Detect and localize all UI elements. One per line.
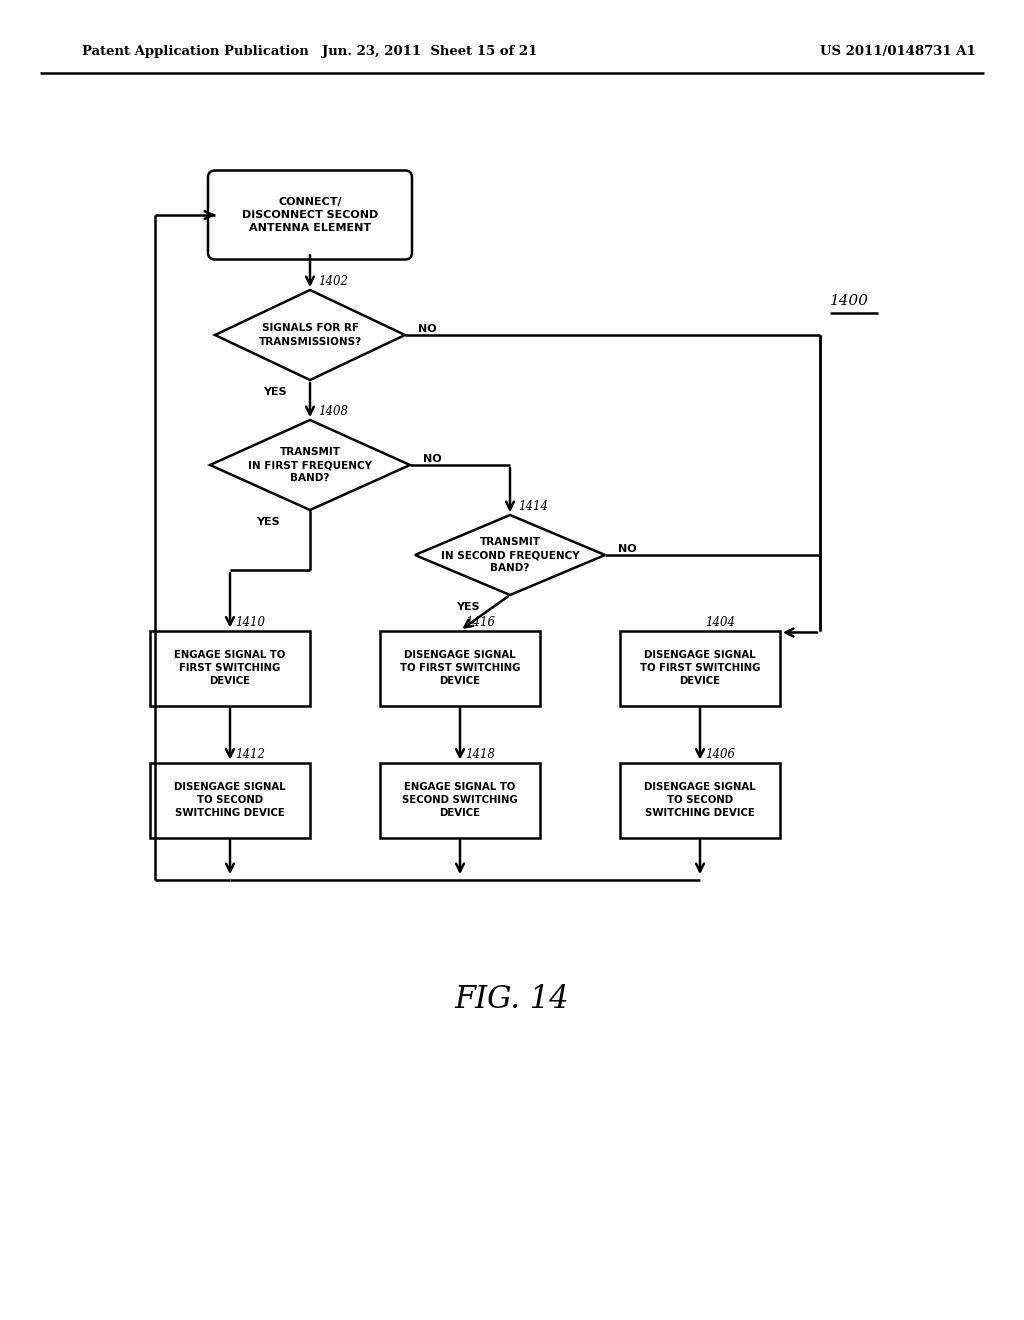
Bar	[150, 631, 310, 705]
Text: DISENGAGE SIGNAL
TO SECOND
SWITCHING DEVICE: DISENGAGE SIGNAL TO SECOND SWITCHING DEV…	[644, 781, 756, 818]
Text: TRANSMIT
IN SECOND FREQUENCY
BAND?: TRANSMIT IN SECOND FREQUENCY BAND?	[440, 537, 580, 573]
Text: US 2011/0148731 A1: US 2011/0148731 A1	[820, 45, 976, 58]
Text: 1408: 1408	[318, 405, 348, 418]
Text: 1410: 1410	[234, 615, 265, 628]
Polygon shape	[210, 420, 410, 510]
Text: 1414: 1414	[518, 500, 548, 513]
Text: Jun. 23, 2011  Sheet 15 of 21: Jun. 23, 2011 Sheet 15 of 21	[323, 45, 538, 58]
Text: SIGNALS FOR RF
TRANSMISSIONS?: SIGNALS FOR RF TRANSMISSIONS?	[258, 323, 361, 347]
Text: 1404: 1404	[705, 615, 735, 628]
Text: 1412: 1412	[234, 747, 265, 760]
Text: YES: YES	[263, 387, 287, 397]
Text: CONNECT/
DISCONNECT SECOND
ANTENNA ELEMENT: CONNECT/ DISCONNECT SECOND ANTENNA ELEME…	[242, 197, 378, 234]
Bar	[380, 763, 540, 837]
Text: NO: NO	[418, 323, 436, 334]
Text: 1402: 1402	[318, 275, 348, 288]
Text: YES: YES	[256, 517, 280, 527]
FancyBboxPatch shape	[208, 170, 412, 260]
Text: TRANSMIT
IN FIRST FREQUENCY
BAND?: TRANSMIT IN FIRST FREQUENCY BAND?	[248, 446, 372, 483]
Text: DISENGAGE SIGNAL
TO FIRST SWITCHING
DEVICE: DISENGAGE SIGNAL TO FIRST SWITCHING DEVI…	[640, 649, 760, 686]
Text: ENGAGE SIGNAL TO
FIRST SWITCHING
DEVICE: ENGAGE SIGNAL TO FIRST SWITCHING DEVICE	[174, 649, 286, 686]
Polygon shape	[415, 515, 605, 595]
Polygon shape	[215, 290, 406, 380]
Text: ENGAGE SIGNAL TO
SECOND SWITCHING
DEVICE: ENGAGE SIGNAL TO SECOND SWITCHING DEVICE	[402, 781, 518, 818]
Text: Patent Application Publication: Patent Application Publication	[82, 45, 309, 58]
Bar	[150, 763, 310, 837]
Text: 1400: 1400	[830, 294, 869, 308]
Bar	[620, 763, 780, 837]
Text: YES: YES	[456, 602, 480, 612]
Text: NO: NO	[617, 544, 636, 554]
Text: DISENGAGE SIGNAL
TO SECOND
SWITCHING DEVICE: DISENGAGE SIGNAL TO SECOND SWITCHING DEV…	[174, 781, 286, 818]
Text: NO: NO	[423, 454, 441, 465]
Bar	[380, 631, 540, 705]
Text: DISENGAGE SIGNAL
TO FIRST SWITCHING
DEVICE: DISENGAGE SIGNAL TO FIRST SWITCHING DEVI…	[399, 649, 520, 686]
Bar	[620, 631, 780, 705]
Text: FIG. 14: FIG. 14	[455, 985, 569, 1015]
Text: 1418: 1418	[465, 747, 495, 760]
Text: 1406: 1406	[705, 747, 735, 760]
Text: 1416: 1416	[465, 615, 495, 628]
